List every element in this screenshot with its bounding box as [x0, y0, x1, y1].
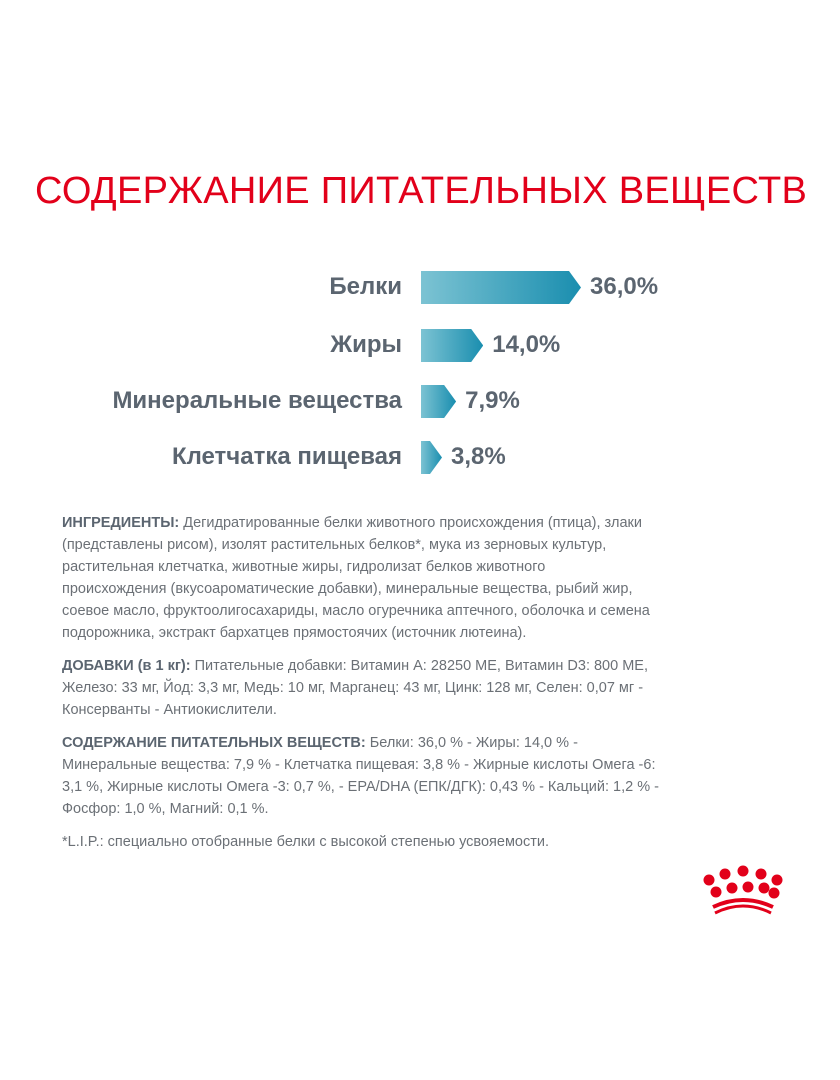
composition-paragraph: СОДЕРЖАНИЕ ПИТАТЕЛЬНЫХ ВЕЩЕСТВ: Белки: 3… [62, 732, 812, 820]
composition-label: СОДЕРЖАНИЕ ПИТАТЕЛЬНЫХ ВЕЩЕСТВ: [62, 735, 366, 751]
additives-line: Питательные добавки: Витамин A: 28250 МЕ… [190, 658, 648, 674]
royal-canin-crown-logo [703, 865, 783, 915]
additives-label: ДОБАВКИ (в 1 кг): [62, 658, 191, 674]
ingredients-line: подорожника, экстракт бархатцев прямосто… [62, 625, 527, 641]
nutrient-bar [421, 441, 442, 474]
page-title: СОДЕРЖАНИЕ ПИТАТЕЛЬНЫХ ВЕЩЕСТВ [35, 170, 808, 212]
composition-line: Белки: 36,0 % - Жиры: 14,0 % - [365, 735, 578, 751]
nutrient-row: Клетчатка пищевая 3,8% [0, 441, 840, 475]
nutrient-label: Минеральные вещества [112, 387, 402, 414]
nutrient-bar [421, 329, 484, 362]
nutrient-value: 36,0% [590, 273, 659, 300]
additives-line: Железо: 33 мг, Йод: 3,3 мг, Медь: 10 мг,… [62, 680, 644, 696]
nutrient-value: 14,0% [492, 331, 561, 358]
composition-line: Фосфор: 1,0 %, Магний: 0,1 %. [62, 801, 269, 817]
nutrient-bar [421, 385, 457, 418]
nutrient-label: Белки [329, 273, 402, 300]
ingredients-line: (представлены рисом), изолят растительны… [62, 537, 607, 553]
ingredients-line: Дегидратированные белки животного происх… [179, 515, 642, 531]
text-block: ИНГРЕДИЕНТЫ: Дегидратированные белки жив… [62, 512, 812, 864]
additives-line: Консерванты - Антиокислители. [62, 702, 277, 718]
footnote: *L.I.P.: специально отобранные белки с в… [62, 831, 812, 853]
nutrient-row: Белки 36,0% [0, 271, 840, 305]
ingredients-line: соевое масло, фруктоолигосахариды, масло… [62, 603, 650, 619]
nutrient-row: Минеральные вещества 7,9% [0, 385, 840, 419]
additives-paragraph: ДОБАВКИ (в 1 кг): Питательные добавки: В… [62, 655, 812, 721]
ingredients-line: происхождения (вкусоароматические добавк… [62, 581, 633, 597]
ingredients-label: ИНГРЕДИЕНТЫ: [62, 515, 180, 531]
ingredients-paragraph: ИНГРЕДИЕНТЫ: Дегидратированные белки жив… [62, 512, 812, 644]
ingredients-line: растительная клетчатка, животные жиры, г… [62, 559, 546, 575]
nutrient-label: Клетчатка пищевая [171, 443, 402, 470]
nutrient-label: Жиры [330, 331, 402, 358]
nutrient-row: Жиры 14,0% [0, 329, 840, 363]
footnote-text: *L.I.P.: специально отобранные белки с в… [62, 834, 550, 850]
composition-line: 3,1 %, Жирные кислоты Омега -3: 0,7 %, -… [62, 779, 659, 795]
nutrient-value: 7,9% [465, 387, 520, 414]
composition-line: Минеральные вещества: 7,9 % - Клетчатка … [62, 757, 656, 773]
nutrient-bar [421, 271, 581, 304]
nutrient-value: 3,8% [451, 443, 506, 470]
